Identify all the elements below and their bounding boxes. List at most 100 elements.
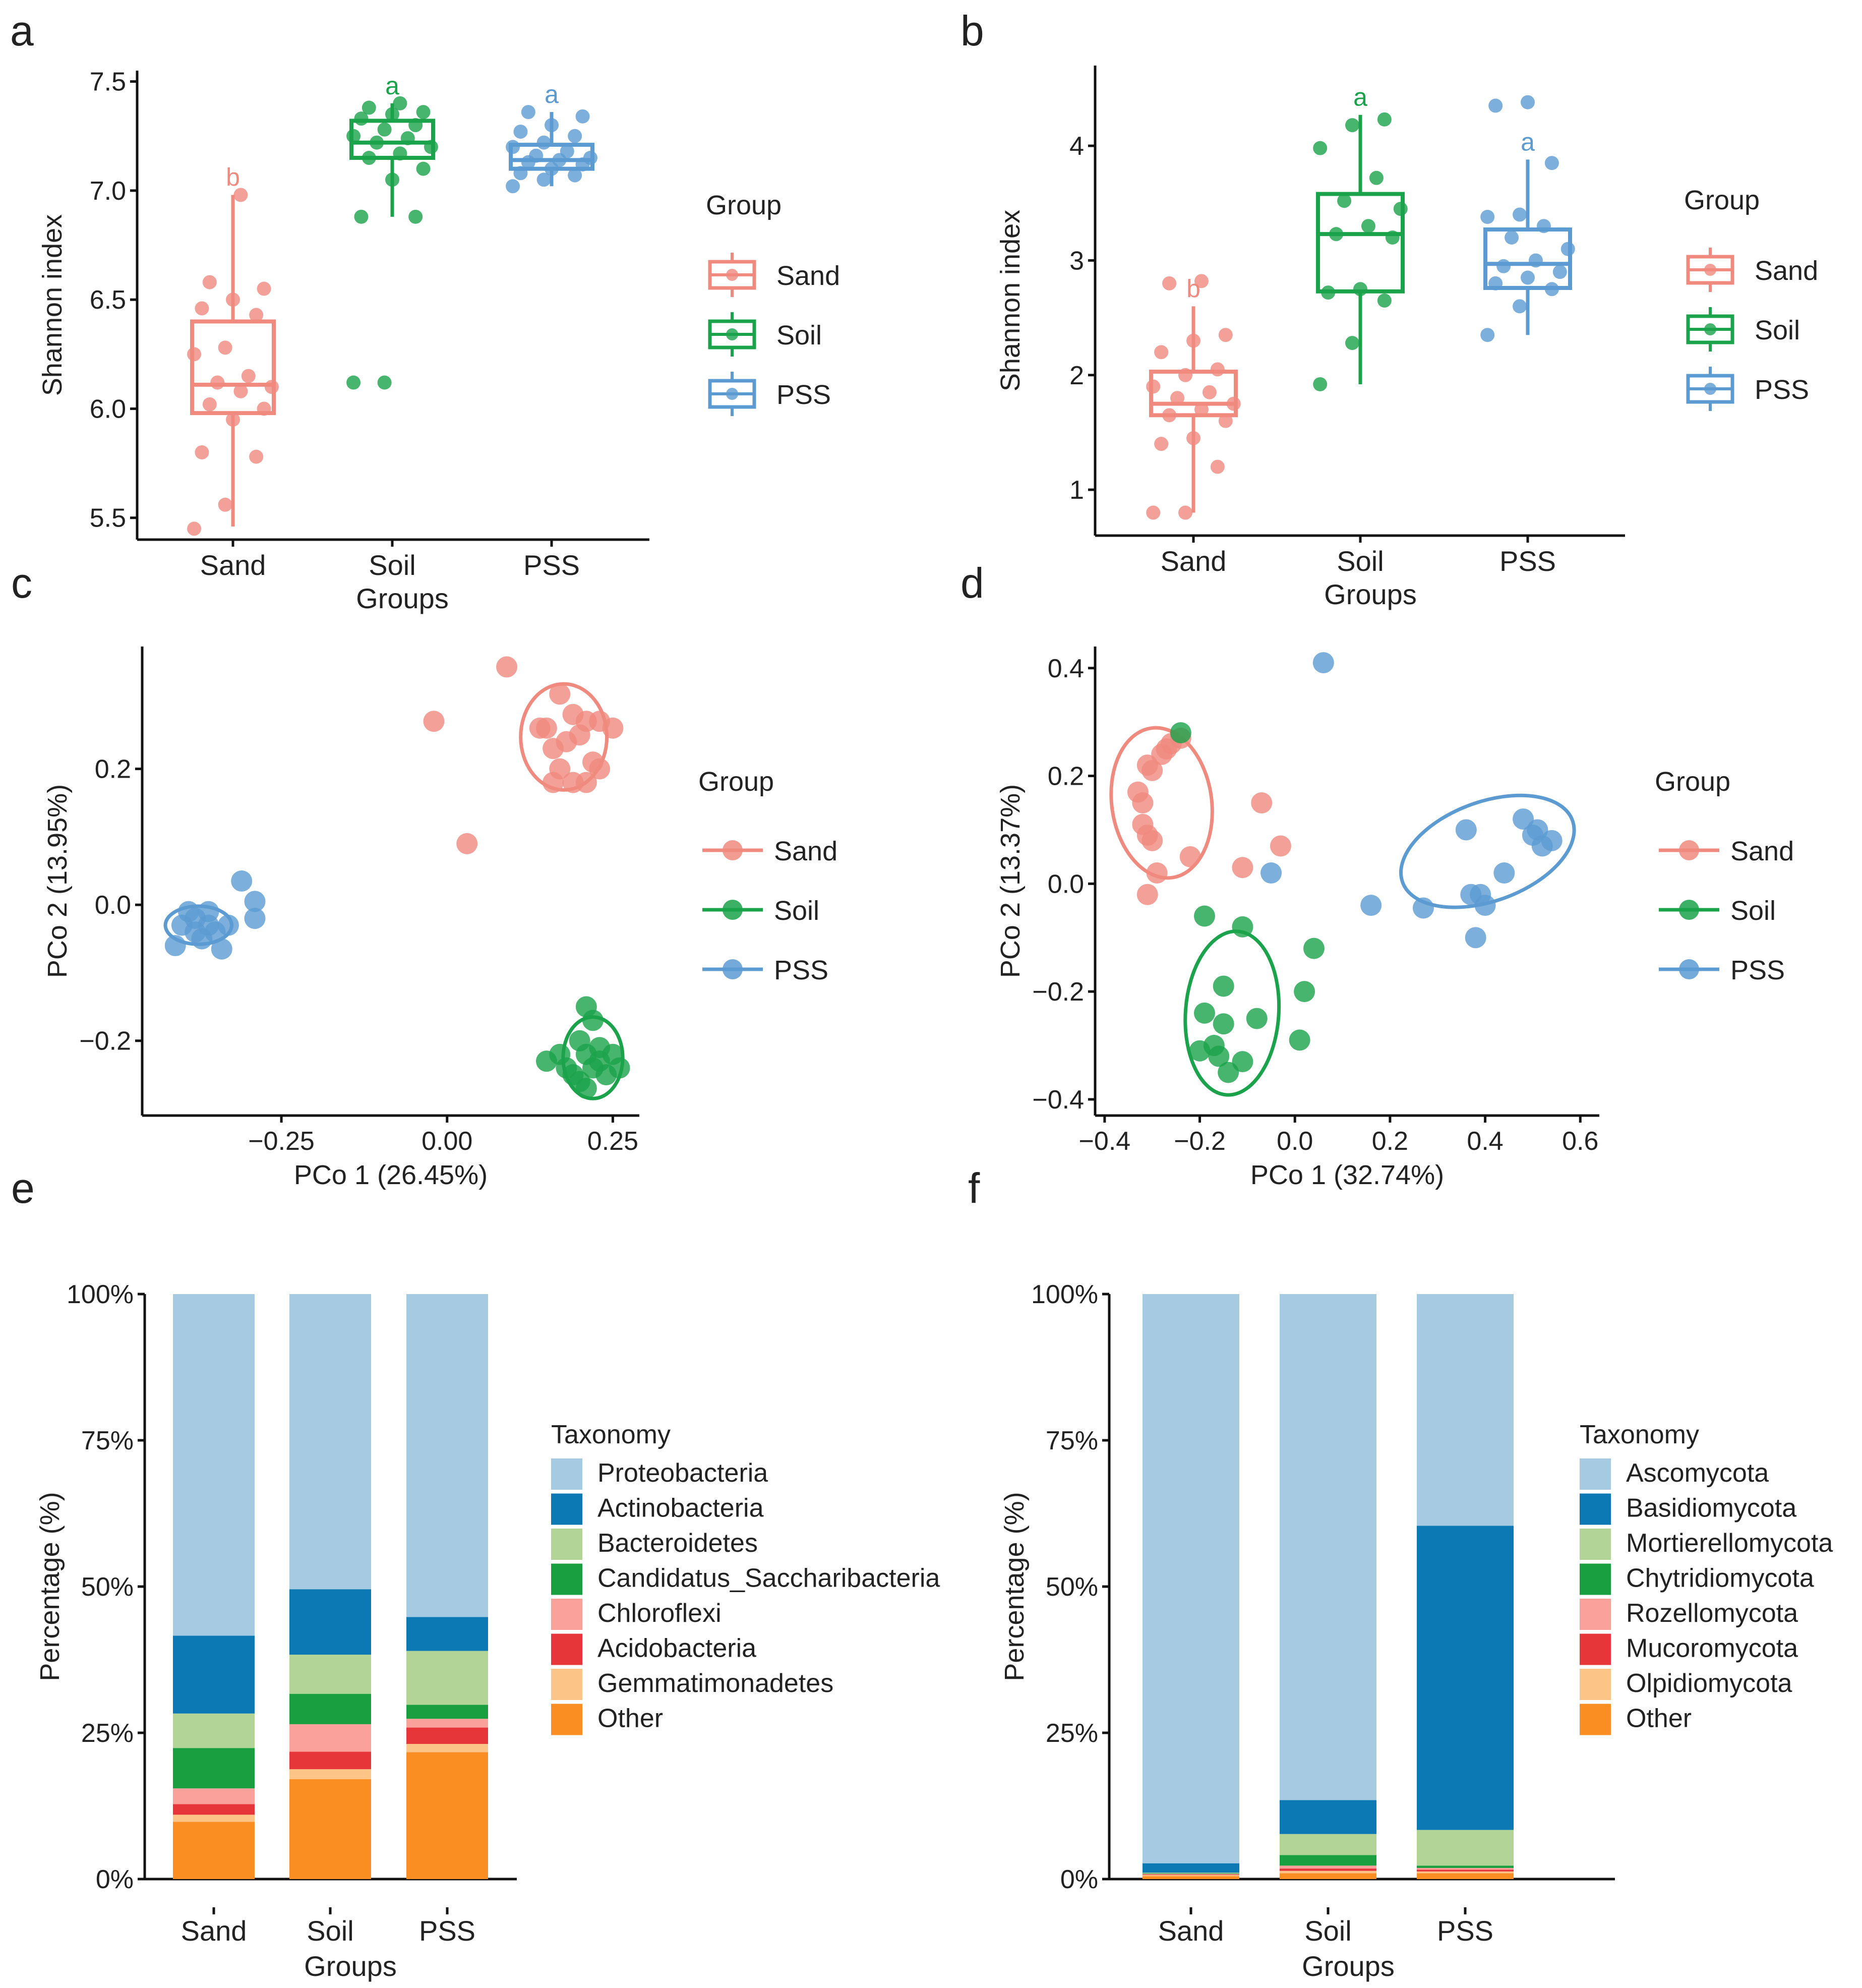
x-tick-label: −0.4 bbox=[1079, 1127, 1131, 1156]
data-point-sand bbox=[218, 340, 232, 355]
legend-label-soil: Soil bbox=[1755, 315, 1800, 345]
legend-key-point-sand bbox=[723, 840, 743, 860]
data-point-pss bbox=[536, 172, 551, 187]
data-point-pss bbox=[506, 140, 520, 154]
bar-segment-soil-olpidiomycota bbox=[1280, 1870, 1376, 1874]
legend-label-rozellomycota: Rozellomycota bbox=[1626, 1599, 1798, 1628]
legend-key-point-soil bbox=[726, 328, 738, 340]
data-point-sand bbox=[1218, 414, 1233, 428]
panel-label-e: e bbox=[11, 1164, 35, 1212]
x-tick-label-sand: Sand bbox=[1158, 1915, 1224, 1947]
data-point-pss bbox=[1488, 276, 1503, 290]
legend-swatch-chloroflexi bbox=[551, 1599, 582, 1630]
legend-label-sand: Sand bbox=[1755, 256, 1818, 286]
legend-key-point-soil bbox=[1679, 900, 1699, 920]
x-axis-title: Groups bbox=[1324, 578, 1417, 610]
bar-segment-sand-rozellomycota bbox=[1143, 1874, 1239, 1875]
data-point-soil bbox=[1329, 227, 1344, 242]
legend-label-sand: Sand bbox=[774, 836, 837, 866]
legend-label-other: Other bbox=[1626, 1704, 1692, 1733]
data-point-sand bbox=[233, 188, 248, 202]
confidence-ellipse-sand bbox=[519, 682, 609, 792]
data-point-soil bbox=[1321, 285, 1336, 300]
confidence-ellipse-pss bbox=[1399, 793, 1576, 909]
data-point-soil bbox=[582, 1010, 604, 1031]
x-axis-title: Groups bbox=[304, 1950, 397, 1982]
data-point-pss bbox=[1260, 862, 1282, 884]
legend-label-mortierellomycota: Mortierellomycota bbox=[1626, 1529, 1833, 1558]
x-tick-label: 0.25 bbox=[587, 1127, 638, 1156]
data-point-soil bbox=[1313, 141, 1328, 155]
legend-label-mucoromycota: Mucoromycota bbox=[1626, 1634, 1798, 1663]
data-point-soil bbox=[1369, 170, 1384, 185]
legend-label-other: Other bbox=[597, 1704, 663, 1733]
y-tick-label: 50% bbox=[81, 1572, 134, 1602]
legend-label-pss: PSS bbox=[774, 955, 828, 985]
y-tick-label: 7.0 bbox=[90, 177, 126, 206]
data-point-sand bbox=[1154, 345, 1169, 360]
data-point-soil bbox=[1289, 1029, 1310, 1051]
data-point-sand bbox=[1251, 792, 1273, 813]
data-point-sand bbox=[1218, 328, 1233, 342]
legend-key-point-sand bbox=[726, 269, 738, 281]
data-point-sand bbox=[1178, 368, 1193, 382]
legend-title: Group bbox=[698, 767, 774, 797]
data-point-pss bbox=[568, 168, 582, 183]
legend-title: Taxonomy bbox=[551, 1420, 671, 1449]
legend-swatch-olpidiomycota bbox=[1580, 1669, 1611, 1700]
data-point-sand bbox=[1226, 396, 1241, 411]
legend-swatch-acidobacteria bbox=[551, 1633, 582, 1665]
data-point-soil bbox=[1345, 336, 1360, 350]
data-point-sand bbox=[264, 380, 279, 394]
bar-segment-pss-chytridiomycota bbox=[1417, 1865, 1514, 1868]
bar-segment-soil-proteobacteria bbox=[289, 1294, 371, 1590]
bar-segment-soil-ascomycota bbox=[1280, 1294, 1376, 1800]
data-point-pss bbox=[1544, 282, 1559, 297]
y-tick-label: 0.0 bbox=[1048, 869, 1084, 899]
bar-segment-sand-olpidiomycota bbox=[1143, 1875, 1239, 1877]
data-point-pss bbox=[568, 129, 582, 143]
data-point-pss bbox=[521, 105, 535, 120]
y-tick-label: −0.2 bbox=[79, 1027, 131, 1056]
bar-segment-sand-actinobacteria bbox=[173, 1635, 255, 1714]
data-point-soil bbox=[354, 209, 369, 224]
data-point-pss bbox=[1465, 927, 1486, 949]
data-point-soil bbox=[569, 1071, 590, 1092]
y-tick-label: 7.5 bbox=[90, 68, 126, 97]
data-point-sand bbox=[202, 275, 217, 289]
x-tick-label: 0.2 bbox=[1372, 1127, 1408, 1156]
legend-label-chloroflexi: Chloroflexi bbox=[597, 1599, 722, 1628]
x-tick-label-pss: PSS bbox=[1437, 1915, 1493, 1947]
legend-label-pss: PSS bbox=[1755, 375, 1809, 405]
bar-segment-pss-mucoromycota bbox=[1417, 1869, 1514, 1872]
panel-label-b: b bbox=[960, 7, 984, 54]
significance-letter-sand: b bbox=[226, 163, 240, 192]
bar-segment-pss-rozellomycota bbox=[1417, 1867, 1514, 1870]
data-point-pss bbox=[1493, 862, 1515, 884]
y-tick-label: 4 bbox=[1069, 132, 1084, 161]
legend-swatch-ascomycota bbox=[1580, 1458, 1611, 1490]
data-point-sand bbox=[202, 397, 217, 412]
y-tick-label: 0% bbox=[1060, 1865, 1098, 1894]
data-point-sand bbox=[423, 711, 445, 732]
x-tick-label-soil: Soil bbox=[1337, 545, 1384, 577]
data-point-soil bbox=[400, 131, 415, 146]
y-tick-label: 100% bbox=[67, 1280, 134, 1309]
x-tick-label-sand: Sand bbox=[200, 549, 266, 581]
legend-label-bacteroidetes: Bacteroidetes bbox=[597, 1529, 758, 1558]
bar-segment-soil-candidatus-saccharibacteria bbox=[289, 1693, 371, 1724]
bar-segment-pss-ascomycota bbox=[1417, 1294, 1514, 1526]
data-point-sand bbox=[1132, 792, 1154, 813]
data-point-soil bbox=[377, 375, 392, 390]
bar-segment-sand-other bbox=[173, 1822, 255, 1879]
y-tick-label: 25% bbox=[1046, 1719, 1098, 1748]
data-point-soil bbox=[393, 96, 407, 110]
bar-segment-pss-candidatus-saccharibacteria bbox=[406, 1705, 488, 1719]
bar-segment-pss-gemmatimonadetes bbox=[406, 1744, 488, 1752]
bar-segment-pss-mortierellomycota bbox=[1417, 1830, 1514, 1866]
x-tick-label-pss: PSS bbox=[523, 549, 580, 581]
data-point-sand bbox=[241, 369, 256, 383]
data-point-soil bbox=[1246, 1008, 1268, 1029]
legend-swatch-other bbox=[1580, 1704, 1611, 1735]
